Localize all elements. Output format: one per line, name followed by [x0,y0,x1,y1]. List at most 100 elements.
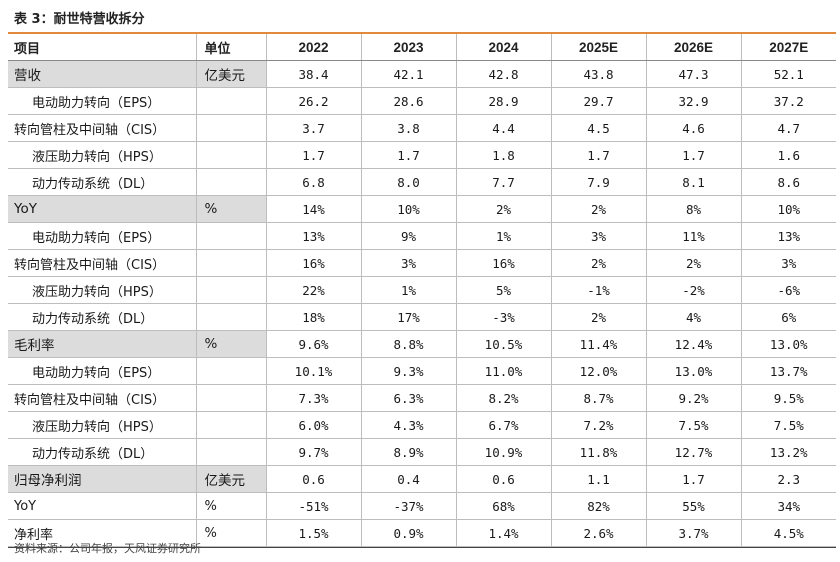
header-year: 2024 [456,34,552,61]
row-label: 液压助力转向（HPS） [8,276,197,304]
value-cell: 8.9% [361,438,457,466]
value-cell: 13.2% [741,438,836,466]
row-label: YoY [8,195,197,223]
value-cell: 0.6 [456,465,552,493]
row-label: 毛利率 [8,330,197,358]
row-label: 动力传动系统（DL） [8,168,197,196]
value-cell: 5% [456,276,552,304]
value-cell: 38.4 [266,60,362,88]
table-row: 营收 亿美元 38.4 42.1 42.8 43.8 47.3 52.1 [8,60,836,88]
value-cell: 6.7% [456,411,552,439]
header-item: 项目 [8,34,197,61]
value-cell: 3.7 [266,114,362,142]
row-unit [196,303,267,331]
value-cell: 55% [646,492,742,520]
value-cell: 3% [741,249,836,277]
value-cell: -3% [456,303,552,331]
row-label: 液压助力转向（HPS） [8,411,197,439]
value-cell: 0.4 [361,465,457,493]
value-cell: 7.7 [456,168,552,196]
table-row: 转向管柱及中间轴（CIS） 7.3% 6.3% 8.2% 8.7% 9.2% 9.5% [8,384,836,412]
value-cell: 17% [361,303,457,331]
value-cell: 4.5 [551,114,647,142]
value-cell: 8.2% [456,384,552,412]
value-cell: 6.0% [266,411,362,439]
row-unit [196,438,267,466]
row-label: 营收 [8,60,197,88]
value-cell: 52.1 [741,60,836,88]
top-rule [8,32,836,34]
value-cell: 34% [741,492,836,520]
value-cell: 9.6% [266,330,362,358]
value-cell: -37% [361,492,457,520]
value-cell: 16% [266,249,362,277]
value-cell: 0.6 [266,465,362,493]
value-cell: 12.0% [551,357,647,385]
value-cell: 42.8 [456,60,552,88]
value-cell: 1.7 [646,141,742,169]
value-cell: 13% [741,222,836,250]
value-cell: 4% [646,303,742,331]
header-unit: 单位 [196,34,267,61]
value-cell: 1.7 [266,141,362,169]
value-cell: 8.0 [361,168,457,196]
value-cell: 2.6% [551,519,647,547]
value-cell: 1.1 [551,465,647,493]
source-note: 资料来源：公司年报，天风证券研究所 [14,542,201,555]
header-year: 2023 [361,34,457,61]
value-cell: 1.7 [551,141,647,169]
value-cell: 6.3% [361,384,457,412]
value-cell: 1.7 [361,141,457,169]
value-cell: 7.5% [741,411,836,439]
value-cell: 8.7% [551,384,647,412]
row-label: 电动助力转向（EPS） [8,222,197,250]
table-row: 净利率% 1.5% 0.9% 1.4% 2.6% 3.7% 4.5% [8,519,836,547]
value-cell: 11.4% [551,330,647,358]
row-label: 净利率 [8,519,197,547]
header-year: 2027E [741,34,836,61]
value-cell: 4.4 [456,114,552,142]
value-cell: 13.0% [741,330,836,358]
value-cell: 1.8 [456,141,552,169]
revenue-breakdown-table: 项目 单位 2022 2023 2024 2025E 2026E 2027E 营… [8,32,836,548]
table-row: 转向管柱及中间轴（CIS） 16% 3% 16% 2% 2% 3% [8,249,836,277]
table-row: 液压助力转向（HPS） 1.7 1.7 1.8 1.7 1.7 1.6 [8,141,836,169]
value-cell: 29.7 [551,87,647,115]
value-cell: 28.6 [361,87,457,115]
value-cell: 11% [646,222,742,250]
value-cell: 4.7 [741,114,836,142]
table-row: 毛利率% 9.6% 8.8% 10.5% 11.4% 12.4% 13.0% [8,330,836,358]
value-cell: 7.9 [551,168,647,196]
value-cell: 12.7% [646,438,742,466]
value-cell: 7.2% [551,411,647,439]
value-cell: 9.5% [741,384,836,412]
bottom-rule [8,547,836,548]
value-cell: 26.2 [266,87,362,115]
value-cell: 32.9 [646,87,742,115]
table-row: 液压助力转向（HPS） 6.0% 4.3% 6.7% 7.2% 7.5% 7.5% [8,411,836,439]
value-cell: 8.1 [646,168,742,196]
value-cell: 4.5% [741,519,836,547]
value-cell: 12.4% [646,330,742,358]
value-cell: 2% [646,249,742,277]
value-cell: 2.3 [741,465,836,493]
table-row: YoY% -51% -37% 68% 82% 55% 34% [8,492,836,520]
row-unit [196,168,267,196]
row-label: 动力传动系统（DL） [8,438,197,466]
value-cell: 9.2% [646,384,742,412]
value-cell: -6% [741,276,836,304]
value-cell: 42.1 [361,60,457,88]
value-cell: 7.5% [646,411,742,439]
value-cell: 8.6 [741,168,836,196]
row-unit [196,384,267,412]
row-label: 电动助力转向（EPS） [8,87,197,115]
value-cell: 37.2 [741,87,836,115]
value-cell: 14% [266,195,362,223]
value-cell: 22% [266,276,362,304]
value-cell: 43.8 [551,60,647,88]
header-year: 2025E [551,34,647,61]
value-cell: 18% [266,303,362,331]
row-label: YoY [8,492,197,520]
row-unit [196,357,267,385]
value-cell: -2% [646,276,742,304]
